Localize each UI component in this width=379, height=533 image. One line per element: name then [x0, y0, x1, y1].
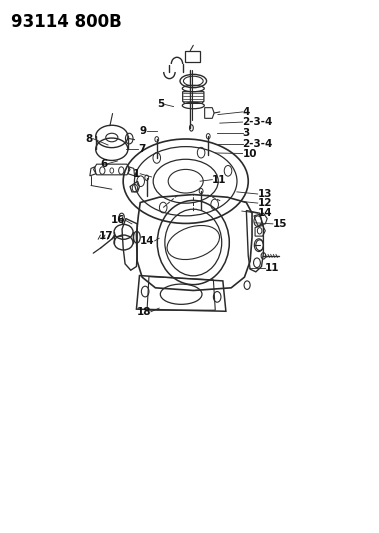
Text: 7: 7	[138, 144, 146, 154]
Text: 11: 11	[265, 263, 280, 273]
Text: 3: 3	[243, 128, 250, 138]
Text: 6: 6	[101, 159, 108, 168]
Text: 2-3-4: 2-3-4	[243, 117, 273, 127]
Text: 1: 1	[133, 169, 140, 179]
Text: 14: 14	[258, 208, 273, 218]
Bar	[185, 51, 200, 62]
Text: 11: 11	[212, 175, 227, 184]
Text: 13: 13	[258, 189, 272, 199]
Text: 93114 800B: 93114 800B	[11, 13, 122, 31]
Text: 17: 17	[98, 231, 113, 240]
Text: 14: 14	[140, 236, 155, 246]
Text: 5: 5	[158, 100, 165, 109]
Text: 18: 18	[136, 307, 151, 317]
Text: 4: 4	[243, 107, 250, 117]
Text: 16: 16	[111, 215, 125, 225]
Text: 8: 8	[86, 134, 93, 143]
Text: 15: 15	[273, 219, 287, 229]
Text: 12: 12	[258, 198, 272, 208]
Text: 9: 9	[140, 126, 147, 135]
Text: 2-3-4: 2-3-4	[243, 139, 273, 149]
Text: 10: 10	[243, 149, 257, 158]
